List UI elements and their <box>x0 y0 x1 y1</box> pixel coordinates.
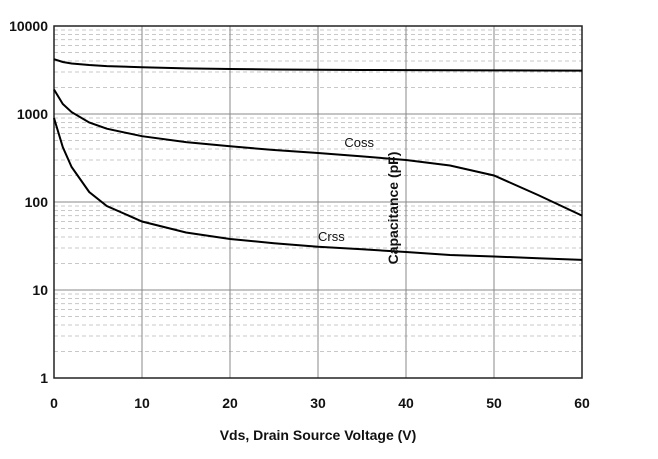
series-line-coss <box>53 88 583 217</box>
plot-frame <box>53 25 583 379</box>
x-tick-label: 10 <box>134 395 150 411</box>
y-tick-label: 1000 <box>17 106 48 122</box>
y-tick-label: 1 <box>40 370 48 386</box>
x-tick-label: 20 <box>222 395 238 411</box>
x-tick-label: 50 <box>486 395 502 411</box>
y-axis-title: Capacitance (pF) <box>385 152 401 265</box>
y-tick-label: 10000 <box>9 18 48 34</box>
series-line-ciss <box>53 58 583 72</box>
y-tick-label: 10 <box>32 282 48 298</box>
series-annotation: Crss <box>318 229 345 244</box>
annotations: Coss Crss <box>318 135 375 244</box>
series-line-crss <box>53 117 583 261</box>
series-annotation: Coss <box>344 135 374 150</box>
grid <box>53 25 583 379</box>
x-tick-label: 40 <box>398 395 414 411</box>
y-tick-label: 100 <box>25 194 49 210</box>
tick-labels: 0 10 20 30 40 50 60 1 10 100 1000 10000 <box>9 18 590 411</box>
x-tick-label: 30 <box>310 395 326 411</box>
x-axis-title: Vds, Drain Source Voltage (V) <box>220 427 417 443</box>
x-tick-label: 0 <box>50 395 58 411</box>
series-lines <box>53 58 583 261</box>
x-tick-label: 60 <box>574 395 590 411</box>
